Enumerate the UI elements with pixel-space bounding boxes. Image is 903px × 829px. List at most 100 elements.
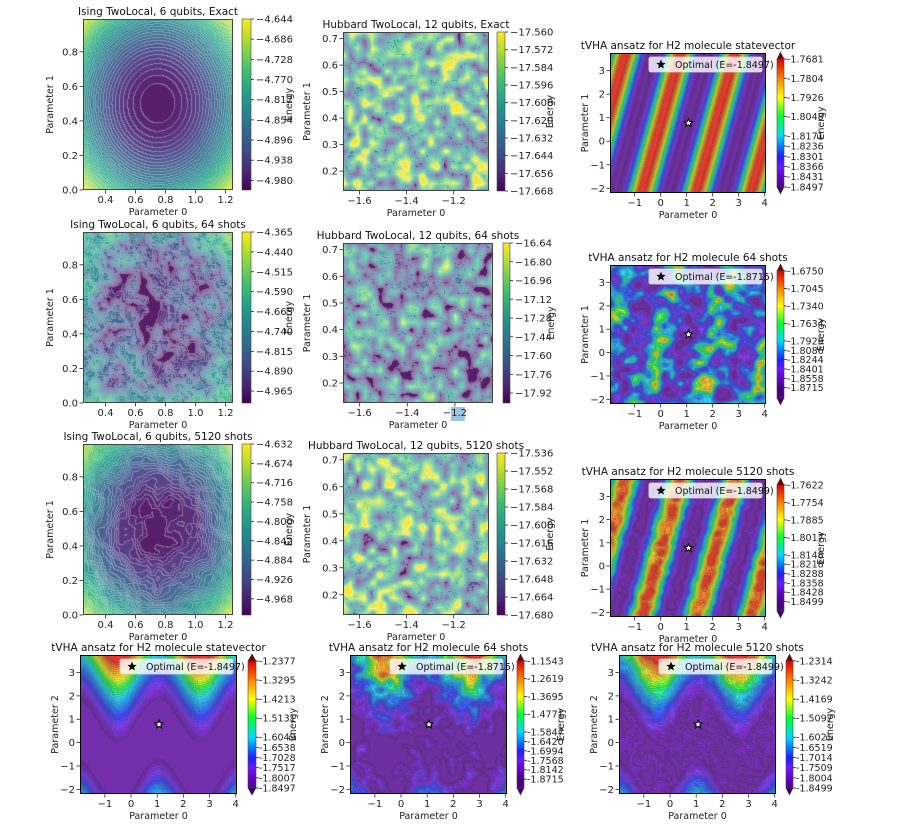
y-tick-label: 0.0 (62, 186, 78, 197)
colorbar-tick-label: −4.926 (256, 575, 293, 586)
chart-title: tVHA ansatz for H2 molecule 64 shots (329, 642, 528, 654)
colorbar-tick-label: -1.8244 (787, 355, 824, 366)
colorbar-tick-label: -1.7634 (787, 319, 824, 330)
y-axis-label: Parameter 1 (45, 500, 56, 559)
star-icon (127, 661, 137, 671)
x-tick-label: −1.4 (395, 408, 419, 419)
colorbar-tick-label: −17.28 (515, 314, 552, 325)
legend-label: Optimal (E=-1.8499) (675, 486, 774, 497)
legend-label: Optimal (E=-1.8497) (146, 662, 245, 673)
chart-title: Hubbard TwoLocal, 12 qubits, 5120 shots (308, 440, 524, 452)
y-tick-label: 0.4 (62, 329, 78, 340)
y-tick-label: −1 (60, 761, 75, 772)
colorbar-tick-label: −4.440 (256, 247, 293, 258)
y-axis-label: Parameter 1 (580, 519, 591, 578)
colorbar-tick-label: -1.8358 (787, 578, 824, 589)
colorbar-tick-label: -1.8086 (787, 346, 824, 357)
colorbar (241, 443, 252, 616)
colorbar-tick-label: −4.716 (256, 478, 293, 489)
colorbar-tick-label: −16.80 (515, 257, 552, 268)
colorbar-tick-label: -1.8218 (787, 560, 824, 571)
x-tick-label: 4 (503, 799, 509, 810)
colorbar (516, 660, 525, 789)
axes-frame (80, 655, 237, 794)
x-tick-label: 0 (398, 799, 404, 810)
y-tick-label: −2 (590, 395, 605, 406)
x-axis-label: Parameter 0 (129, 207, 188, 218)
x-axis-label: Parameter 0 (659, 634, 718, 645)
x-tick-label: 1 (684, 409, 690, 420)
x-tick-label: 3 (206, 799, 212, 810)
colorbar-tick-label: −4.515 (256, 267, 293, 278)
colorbar-tick-label: -1.8148 (787, 550, 824, 561)
y-tick-label: −1 (330, 761, 345, 772)
x-tick-label: 1 (684, 198, 690, 209)
y-tick-label: 0.7 (322, 34, 338, 45)
y-tick-label: 0.2 (322, 379, 338, 390)
x-tick-label: 2 (180, 799, 186, 810)
chart-title: tVHA ansatz for H2 molecule statevector (581, 40, 796, 52)
colorbar-tick-label: −4.854 (256, 115, 293, 126)
y-tick-label: 0.6 (62, 82, 78, 93)
colorbar-extend-min (776, 397, 785, 406)
colorbar-tick-label: -1.8171 (787, 131, 824, 142)
y-tick-label: 0.0 (62, 611, 78, 622)
x-axis-label: Parameter 0 (668, 811, 727, 822)
colorbar-tick-label: −4.665 (256, 307, 293, 318)
y-tick-label: 0.5 (322, 299, 338, 310)
x-tick-label: 3 (736, 198, 742, 209)
colorbar-tick-label: −4.896 (256, 136, 293, 147)
y-tick-label: 3 (599, 66, 605, 77)
colorbar-tick-label: -1.2314 (796, 657, 833, 668)
colorbar-tick-label: -1.7804 (787, 74, 824, 85)
y-tick-label: 2 (599, 90, 605, 101)
contour-field (83, 444, 233, 615)
colorbar-extend-min (785, 787, 794, 796)
colorbar-tick-label: -1.2619 (527, 674, 564, 685)
x-tick-label: −1 (636, 799, 651, 810)
colorbar-tick-label: -1.7517 (259, 763, 296, 774)
colorbar-tick-label: -1.8004 (796, 773, 833, 784)
colorbar-tick-label: -1.4169 (796, 695, 833, 706)
y-tick-label: −1 (599, 761, 614, 772)
legend-box (658, 658, 773, 675)
y-tick-label: 0.3 (322, 563, 338, 574)
colorbar (247, 660, 257, 789)
y-tick-label: 1 (69, 715, 75, 726)
y-tick-label: 0.8 (62, 260, 78, 271)
x-tick-label: 0.8 (158, 408, 174, 419)
x-axis-label: Parameter 0 (129, 811, 188, 822)
x-tick-label: −1.2 (442, 196, 466, 207)
colorbar-tick-label: −4.968 (256, 594, 293, 605)
legend: Optimal (E=-1.8497) (119, 658, 245, 675)
colorbar-extend-max (776, 51, 785, 60)
colorbar-tick-label: −4.728 (256, 55, 293, 66)
colorbar-tick-label: -1.8301 (787, 152, 824, 163)
y-tick-label: 0 (599, 137, 605, 148)
y-tick-label: 1 (599, 325, 605, 336)
colorbar-tick-label: −16.96 (515, 276, 552, 287)
x-tick-label: −1.4 (394, 620, 418, 631)
colorbar-tick-label: −17.656 (510, 169, 553, 180)
colorbar-tick-label: −17.584 (510, 63, 553, 74)
x-tick-label: 1.0 (188, 408, 204, 419)
colorbar-extend-min (776, 186, 785, 195)
axes-frame (350, 655, 507, 794)
colorbar-tick-label: -1.7926 (787, 93, 824, 104)
colorbar-tick-label: −17.560 (510, 28, 553, 39)
y-tick-label: 0.7 (322, 455, 338, 466)
y-tick-label: 0.7 (322, 245, 338, 256)
colorbar-tick-label: -1.6750 (787, 267, 824, 278)
colorbar-extend-max (776, 263, 785, 272)
legend-box (648, 268, 763, 285)
colorbar (241, 231, 252, 404)
colorbar-tick-label: -1.8236 (787, 142, 824, 153)
y-axis-label: Parameter 2 (589, 695, 600, 754)
optimal-point-star-icon (153, 718, 165, 729)
y-axis-label: Parameter 2 (320, 695, 331, 754)
x-tick-label: 1 (693, 799, 699, 810)
y-tick-label: 0.4 (62, 541, 78, 552)
x-tick-label: 1.2 (218, 620, 234, 631)
y-axis-label: Parameter 1 (45, 288, 56, 347)
legend-box (119, 658, 234, 675)
